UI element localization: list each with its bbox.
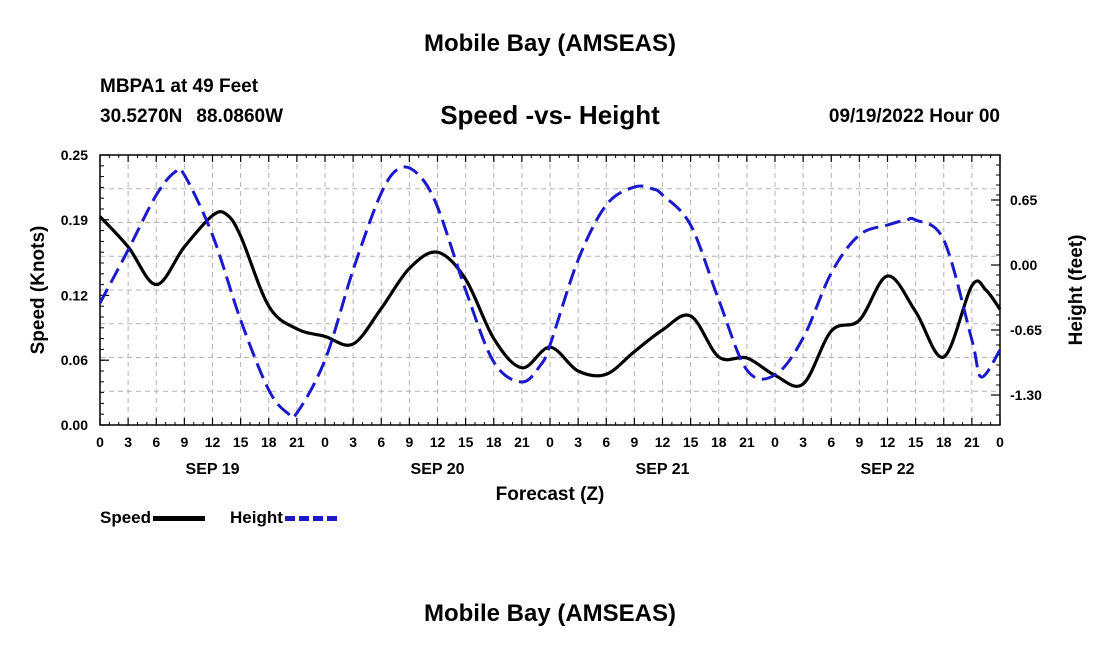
y2-tick-label: 0.65: [1010, 192, 1037, 208]
x-tick-label: 21: [739, 434, 755, 450]
x-tick-label: 18: [261, 434, 277, 450]
legend-height-label: Height: [230, 508, 283, 527]
page-title: Mobile Bay (AMSEAS): [423, 30, 677, 57]
chart-subtitle: Speed -vs- Height: [440, 100, 660, 130]
x-tick-label: 3: [574, 434, 582, 450]
y-tick-label: 0.06: [61, 352, 88, 368]
x-tick-label: 18: [711, 434, 727, 450]
x-axis-title: Forecast (Z): [496, 484, 605, 505]
series-height-line: [98, 165, 1002, 420]
x-tick-label: 9: [180, 434, 188, 450]
station-coordinates: 30.5270N 88.0860W: [100, 106, 283, 128]
x-tick-label: 12: [880, 434, 896, 450]
y2-axis-title: Height (feet): [1066, 235, 1087, 346]
footer-title: Mobile Bay (AMSEAS): [423, 600, 677, 627]
x-date-label: SEP 19: [186, 461, 240, 478]
speed-height-chart: 0 3 6 9 12 15 18 21 0 3 6 9 12 15 18 21 0 3 6 9 12 15 18 21 0 3 6 9…: [28, 147, 1087, 505]
x-tick-label: 9: [405, 434, 413, 450]
legend-height: Height: [230, 508, 337, 528]
y-tick-label: 0.25: [61, 147, 88, 163]
legend-speed-label: Speed: [100, 508, 152, 527]
x-tick-label: 15: [233, 434, 249, 450]
x-tick-label: 18: [486, 434, 502, 450]
x-tick-label: 3: [349, 434, 357, 450]
y2-tick-label: -0.65: [1010, 322, 1042, 338]
y-tick-label: 0.19: [61, 212, 88, 228]
x-tick-label: 18: [936, 434, 952, 450]
x-tick-label: 0: [771, 434, 779, 450]
forecast-datetime: 09/19/2022 Hour 00: [828, 106, 1000, 127]
x-date-label: SEP 21: [636, 461, 690, 478]
x-tick-label: 0: [96, 434, 104, 450]
x-tick-label: 15: [458, 434, 474, 450]
x-tick-label: 12: [655, 434, 671, 450]
x-tick-label: 15: [683, 434, 699, 450]
x-tick-label: 12: [430, 434, 446, 450]
longitude: 88.0860W: [196, 106, 284, 127]
legend-speed: Speed: [100, 508, 206, 528]
y-tick-label: 0.12: [61, 287, 88, 303]
x-tick-label: 12: [205, 434, 221, 450]
x-tick-label: 6: [377, 434, 385, 450]
x-tick-label: 9: [855, 434, 863, 450]
latitude: 30.5270N: [100, 106, 183, 127]
x-tick-label: 6: [602, 434, 610, 450]
y2-tick-label: 0.00: [1010, 257, 1037, 273]
x-tick-label: 3: [799, 434, 807, 450]
x-tick-label: 6: [827, 434, 835, 450]
x-tick-label: 0: [996, 434, 1004, 450]
y2-tick-label: -1.30: [1010, 387, 1042, 403]
x-tick-label: 6: [152, 434, 160, 450]
x-tick-label: 21: [514, 434, 530, 450]
y-axis-title: Speed (Knots): [28, 226, 49, 355]
x-tick-label: 0: [546, 434, 554, 450]
station-label: MBPA1 at 49 Feet: [100, 76, 259, 97]
x-tick-label: 15: [908, 434, 924, 450]
legend-height-swatch: [284, 515, 337, 521]
x-date-label: SEP 20: [411, 461, 465, 478]
legend-speed-swatch: [153, 515, 206, 521]
x-tick-label: 21: [289, 434, 305, 450]
x-tick-label: 21: [964, 434, 980, 450]
x-date-label: SEP 22: [861, 461, 915, 478]
x-tick-label: 0: [321, 434, 329, 450]
x-tick-label: 3: [124, 434, 132, 450]
x-tick-label: 9: [630, 434, 638, 450]
y-tick-label: 0.00: [61, 417, 88, 433]
